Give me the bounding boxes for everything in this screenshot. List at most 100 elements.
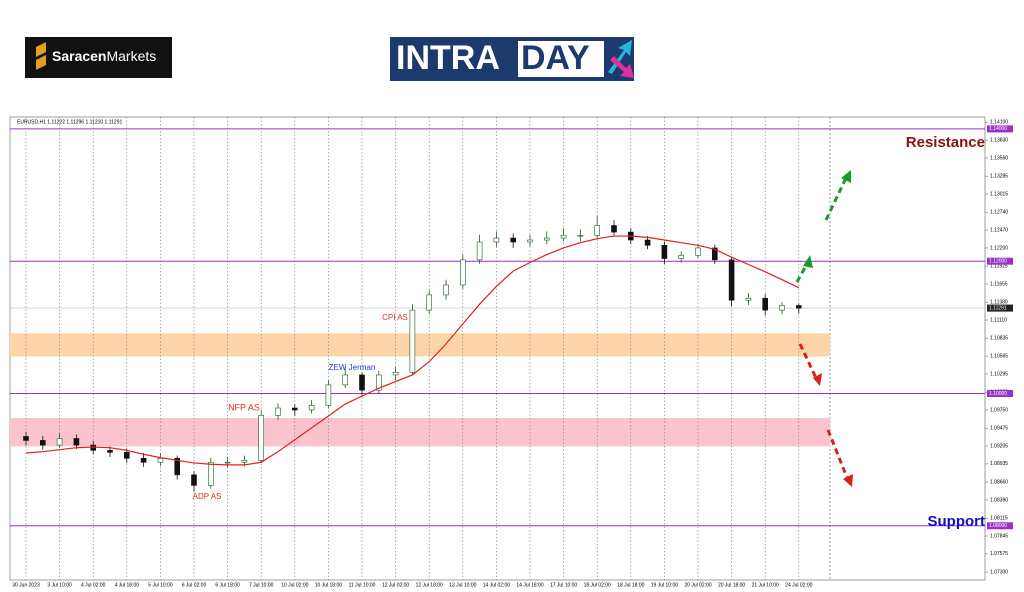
candle-body [359,374,365,391]
candle-body [191,474,197,486]
y-tick-label: 1.07300 [990,569,1008,575]
arrows [795,177,850,481]
level-label-box [987,522,1013,530]
y-tick-label: 1.07575 [990,551,1008,557]
candle-body [56,438,63,446]
arrowhead [803,255,813,268]
candle-body [728,259,735,301]
chart-header: EURUSD,H1 1.11222 1.11296 1.11210 1.1129… [17,119,122,125]
candle-body [695,247,701,256]
candle-body [711,247,718,261]
annotation: CPI AS [382,313,408,322]
level-label: 1.12000 [989,259,1007,265]
support-label: Support [928,513,986,530]
level-label-box [987,389,1013,397]
arrow-up [824,177,848,221]
candle-body [678,254,685,259]
candle-body [258,415,265,461]
broker-logo [25,37,172,78]
candle-body [140,457,147,463]
candle-body [543,237,550,241]
candle-body [762,297,769,311]
plot-layer: 1.14100 1.13830 1.13560 1.13285 1.13015 1.127… [10,117,1013,588]
x-tick-label: 18 Jul 18:00 [617,582,644,587]
candle-body [39,440,46,446]
level-label: 1.10000 [989,391,1007,397]
x-tick-label: 20 Jul 02:00 [684,582,711,587]
level-label: 1.08000 [989,523,1007,529]
candle-body [409,309,416,373]
candle-body [392,372,399,376]
candle-body [779,305,785,311]
y-tick-label: 1.10835 [990,336,1008,342]
last-price-label: 1.11291 [989,305,1007,311]
zone [10,417,830,447]
last-price-box [987,304,1013,312]
broker-icon [36,42,46,70]
candle-body [476,241,483,261]
x-tick-label: 3 Jul 10:00 [47,582,72,587]
x-tick-label: 18 Jul 02:00 [584,582,611,587]
y-tick-label: 1.07845 [990,533,1008,539]
annotation: ADP AS [193,492,222,501]
broker-name-a: Saracen [52,48,106,64]
x-tick-label: 11 Jul 10:00 [349,582,376,587]
x-tick-label: 14 Jul 02:00 [483,582,510,587]
candle-body [342,374,349,386]
logo-left: INTRA [396,39,500,77]
x-tick-label: 19 Jul 10:00 [651,582,678,587]
broker-name-b: Markets [106,48,156,64]
x-tick-label: 4 Jul 02:00 [81,582,106,587]
candle-body [241,459,248,463]
y-tick-label: 1.09750 [990,407,1008,413]
arrow-down [798,343,819,381]
candle-body [459,259,466,286]
candle-body [308,405,315,411]
arrowhead [841,170,851,183]
y-tick-label: 1.08390 [990,497,1008,503]
y-tick-label: 1.10565 [990,353,1008,359]
candle-body [611,225,617,233]
logo-right: DAY [521,39,590,77]
y-tick-label: 1.12740 [990,210,1008,216]
y-tick-label: 1.14100 [990,120,1008,126]
annotation: ZEW Jerman [329,363,376,372]
x-tick-label: 12 Jul 18:00 [416,582,443,587]
candle-body [493,237,500,243]
candle-body [745,297,752,301]
candle-body [157,457,164,463]
candle-body [23,436,29,441]
x-tick-label: 6 Jul 02:00 [182,582,207,587]
candle-body [275,407,281,416]
broker-name: SaracenMarkets [52,48,156,64]
candle-body [644,239,651,246]
candle-body [661,245,668,259]
x-tick-label: 10 Jul 18:00 [315,582,342,587]
x-tick-label: 20 Jul 18:00 [718,582,745,587]
candle-body [224,461,231,464]
annotation: NFP AS [228,402,260,412]
y-tick-label: 1.10295 [990,371,1008,377]
y-tick-label: 1.11110 [990,317,1007,323]
moving-average [25,235,800,466]
logo-arrow-up [608,40,632,74]
x-tick-label: 30 Jun 2023 [12,582,40,587]
x-tick-label: 14 Jul 18:00 [516,582,543,587]
arrowhead [843,474,853,487]
candle-body [73,438,80,446]
y-tick-label: 1.12470 [990,227,1008,233]
y-tick-label: 1.09475 [990,426,1008,432]
level-label: 1.14000 [989,126,1007,132]
candle-body [291,407,298,411]
arrow-down [826,429,850,481]
candle-body [560,235,567,239]
candle-body [174,457,180,476]
candle-body [577,235,584,237]
y-tick-label: 1.11380 [990,300,1008,306]
y-tick-label: 1.13560 [990,155,1008,161]
x-tick-label: 13 Jul 10:00 [449,582,476,587]
y-tick-label: 1.13830 [990,137,1008,143]
